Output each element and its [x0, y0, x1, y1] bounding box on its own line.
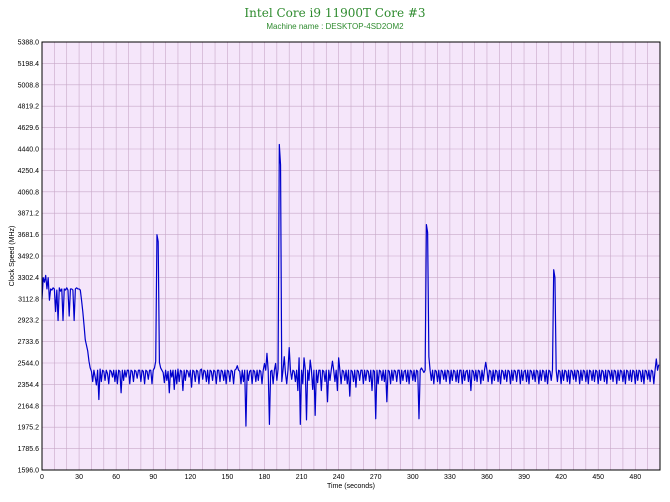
- x-tick-label: 480: [629, 474, 641, 481]
- x-axis-label: Time (seconds): [327, 483, 375, 490]
- y-axis-ticks: 1596.0 1785.6 1975.2 2164.8 2354.4 2544.0 2733…: [18, 40, 40, 475]
- y-tick-label: 3681.6: [18, 232, 40, 239]
- x-tick-label: 180: [259, 474, 271, 481]
- x-tick-label: 420: [555, 474, 567, 481]
- x-tick-label: 240: [333, 474, 345, 481]
- x-tick-label: 210: [296, 474, 308, 481]
- y-tick-label: 2164.8: [18, 403, 40, 410]
- y-tick-label: 3302.4: [18, 275, 40, 282]
- y-tick-label: 2733.6: [18, 339, 40, 346]
- y-tick-label: 4819.2: [18, 104, 40, 111]
- x-tick-label: 270: [370, 474, 382, 481]
- x-tick-label: 330: [444, 474, 456, 481]
- y-tick-label: 5388.0: [18, 40, 40, 47]
- x-tick-label: 0: [40, 474, 44, 481]
- x-tick-label: 390: [518, 474, 530, 481]
- y-tick-label: 1975.2: [18, 425, 40, 432]
- grid: [41, 41, 661, 471]
- y-tick-label: 3871.2: [18, 211, 40, 218]
- y-tick-label: 4250.4: [18, 168, 40, 175]
- x-tick-label: 30: [75, 474, 83, 481]
- y-tick-label: 4060.8: [18, 189, 40, 196]
- y-tick-label: 1596.0: [18, 468, 40, 475]
- y-tick-label: 5008.8: [18, 82, 40, 89]
- y-tick-label: 3492.0: [18, 254, 40, 261]
- x-tick-label: 450: [592, 474, 604, 481]
- y-tick-label: 4440.0: [18, 147, 40, 154]
- y-tick-label: 1785.6: [18, 446, 40, 453]
- y-tick-label: 2923.2: [18, 318, 40, 325]
- chart-title: Intel Core i9 11900T Core #3: [244, 6, 426, 20]
- chart-subtitle: Machine name : DESKTOP-4SD2OM2: [266, 22, 404, 31]
- x-axis-ticks: 0 30 60 90 120 150 180 210 240 270 300 330 360 390 420…: [40, 474, 641, 481]
- x-tick-label: 60: [112, 474, 120, 481]
- y-tick-label: 2354.4: [18, 382, 40, 389]
- y-tick-label: 2544.0: [18, 361, 40, 368]
- y-tick-label: 5198.4: [18, 61, 40, 68]
- x-tick-label: 120: [184, 474, 196, 481]
- x-tick-label: 360: [481, 474, 493, 481]
- y-tick-label: 3112.8: [18, 296, 39, 303]
- y-tick-label: 4629.6: [18, 125, 40, 132]
- clock-speed-line: [41, 143, 660, 427]
- x-tick-label: 150: [222, 474, 234, 481]
- plot-border: [41, 41, 661, 471]
- x-tick-label: 90: [149, 474, 157, 481]
- y-axis-label: Clock Speed (MHz): [9, 226, 16, 287]
- x-tick-label: 300: [407, 474, 419, 481]
